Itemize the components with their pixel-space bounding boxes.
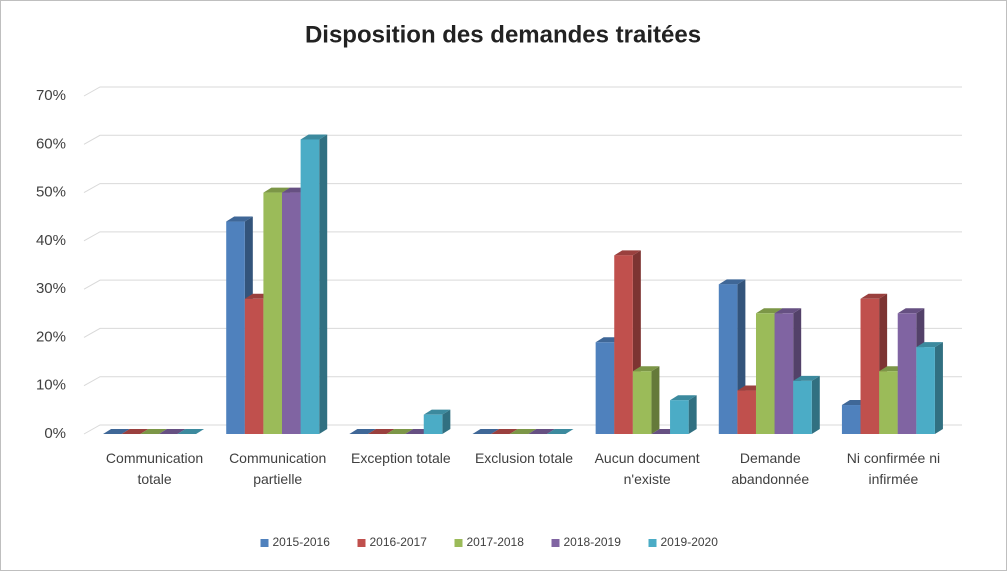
bar-top <box>386 429 414 434</box>
bar-side <box>934 342 943 434</box>
bar-top <box>897 308 925 314</box>
y-tick-label: 0% <box>44 425 66 442</box>
bar-side <box>442 409 451 434</box>
grid-line <box>83 231 962 242</box>
y-tick-label: 60% <box>36 135 66 152</box>
bar-top <box>528 429 555 434</box>
bar-top <box>774 308 802 314</box>
bar-top <box>755 308 783 314</box>
y-tick-label: 10% <box>36 377 66 394</box>
bar-top <box>546 429 574 434</box>
bar-top <box>423 409 451 415</box>
bar-top <box>916 342 943 348</box>
grid-line <box>83 376 962 387</box>
bar-top <box>226 216 253 222</box>
bar <box>718 284 738 434</box>
legend-swatch <box>454 539 463 547</box>
y-tick-label: 50% <box>36 184 66 201</box>
bar-top <box>140 429 167 434</box>
bar-top <box>491 429 518 434</box>
bar <box>755 313 775 434</box>
legend-swatch <box>648 539 657 547</box>
bar-top <box>718 279 746 285</box>
bar <box>793 380 812 434</box>
bar-top <box>509 429 537 434</box>
bar-top <box>158 429 186 434</box>
bar-top <box>263 187 291 193</box>
legend-label: 2019-2020 <box>661 535 719 549</box>
bar-side <box>688 395 697 434</box>
x-tick-label: Exception totale <box>351 450 451 466</box>
bar <box>263 192 283 434</box>
bar-side <box>651 366 660 434</box>
bar <box>226 221 245 434</box>
bar-top <box>367 429 395 434</box>
bar <box>244 298 264 434</box>
bar-side <box>811 375 820 434</box>
legend-swatch <box>551 539 560 547</box>
legend-swatch <box>260 539 269 547</box>
bar <box>282 192 301 434</box>
bar-top <box>103 429 130 434</box>
x-tick-label: Exclusion totale <box>474 450 574 466</box>
bar <box>916 347 935 434</box>
bar <box>860 298 880 434</box>
y-tick-label: 20% <box>36 328 66 345</box>
bar <box>879 371 898 434</box>
bar <box>841 405 861 434</box>
bar-top <box>300 134 328 140</box>
bar <box>300 139 320 434</box>
y-tick-label: 70% <box>36 87 66 104</box>
bar-top <box>860 293 888 299</box>
legend-swatch <box>357 539 366 547</box>
bar-top <box>177 429 205 434</box>
y-tick-label: 30% <box>36 280 66 297</box>
grid-line <box>83 183 962 194</box>
bar <box>737 390 756 434</box>
bar <box>595 342 615 434</box>
bar <box>614 255 633 434</box>
x-tick-label: Ni confirmée ni infirmée <box>846 450 941 487</box>
grid-line <box>83 279 962 290</box>
x-tick-label: Aucun document n'existe <box>594 450 700 487</box>
legend-label: 2018-2019 <box>564 535 622 549</box>
grid-line <box>83 327 962 338</box>
y-tick-label: 40% <box>36 232 66 249</box>
legend-label: 2017-2018 <box>467 535 525 549</box>
bar-top <box>614 250 641 256</box>
x-tick-label: Communication totale <box>105 450 204 487</box>
bar <box>774 313 794 434</box>
chart-title: Disposition des demandes traitées <box>305 21 701 48</box>
bar-top <box>349 429 376 434</box>
legend-label: 2016-2017 <box>370 535 428 549</box>
x-tick-label: Communication partielle <box>229 450 327 487</box>
x-tick-label: Demande abandonnée <box>731 450 810 487</box>
bar-side <box>319 134 328 434</box>
grid-line <box>83 86 962 97</box>
bar-top <box>793 375 820 381</box>
bar <box>632 371 652 434</box>
bar-top <box>632 366 660 372</box>
bar <box>423 414 443 434</box>
bar-top <box>472 429 500 434</box>
bar-top <box>670 395 697 401</box>
bar-top <box>121 429 149 434</box>
bar <box>670 400 689 434</box>
grid-line <box>83 134 962 145</box>
legend-label: 2015-2016 <box>273 535 331 549</box>
bar <box>897 313 917 434</box>
